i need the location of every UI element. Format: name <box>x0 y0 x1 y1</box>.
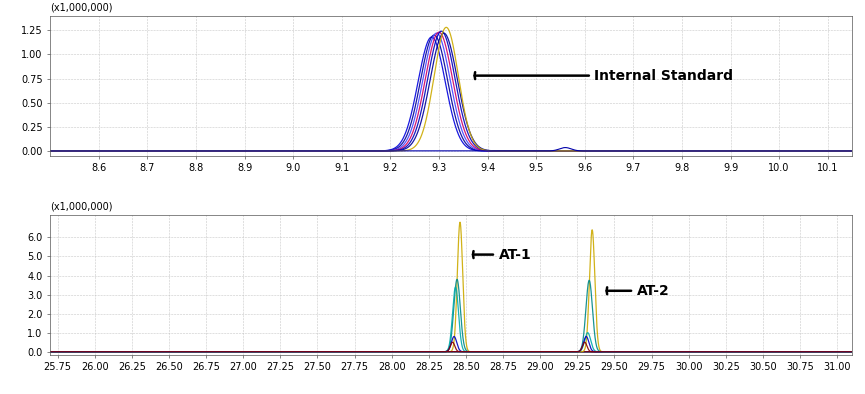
Text: AT-2: AT-2 <box>606 284 670 298</box>
Text: (x1,000,000): (x1,000,000) <box>50 3 112 13</box>
Text: Internal Standard: Internal Standard <box>475 69 734 83</box>
Text: AT-1: AT-1 <box>473 247 531 262</box>
Text: (x1,000,000): (x1,000,000) <box>50 202 112 212</box>
